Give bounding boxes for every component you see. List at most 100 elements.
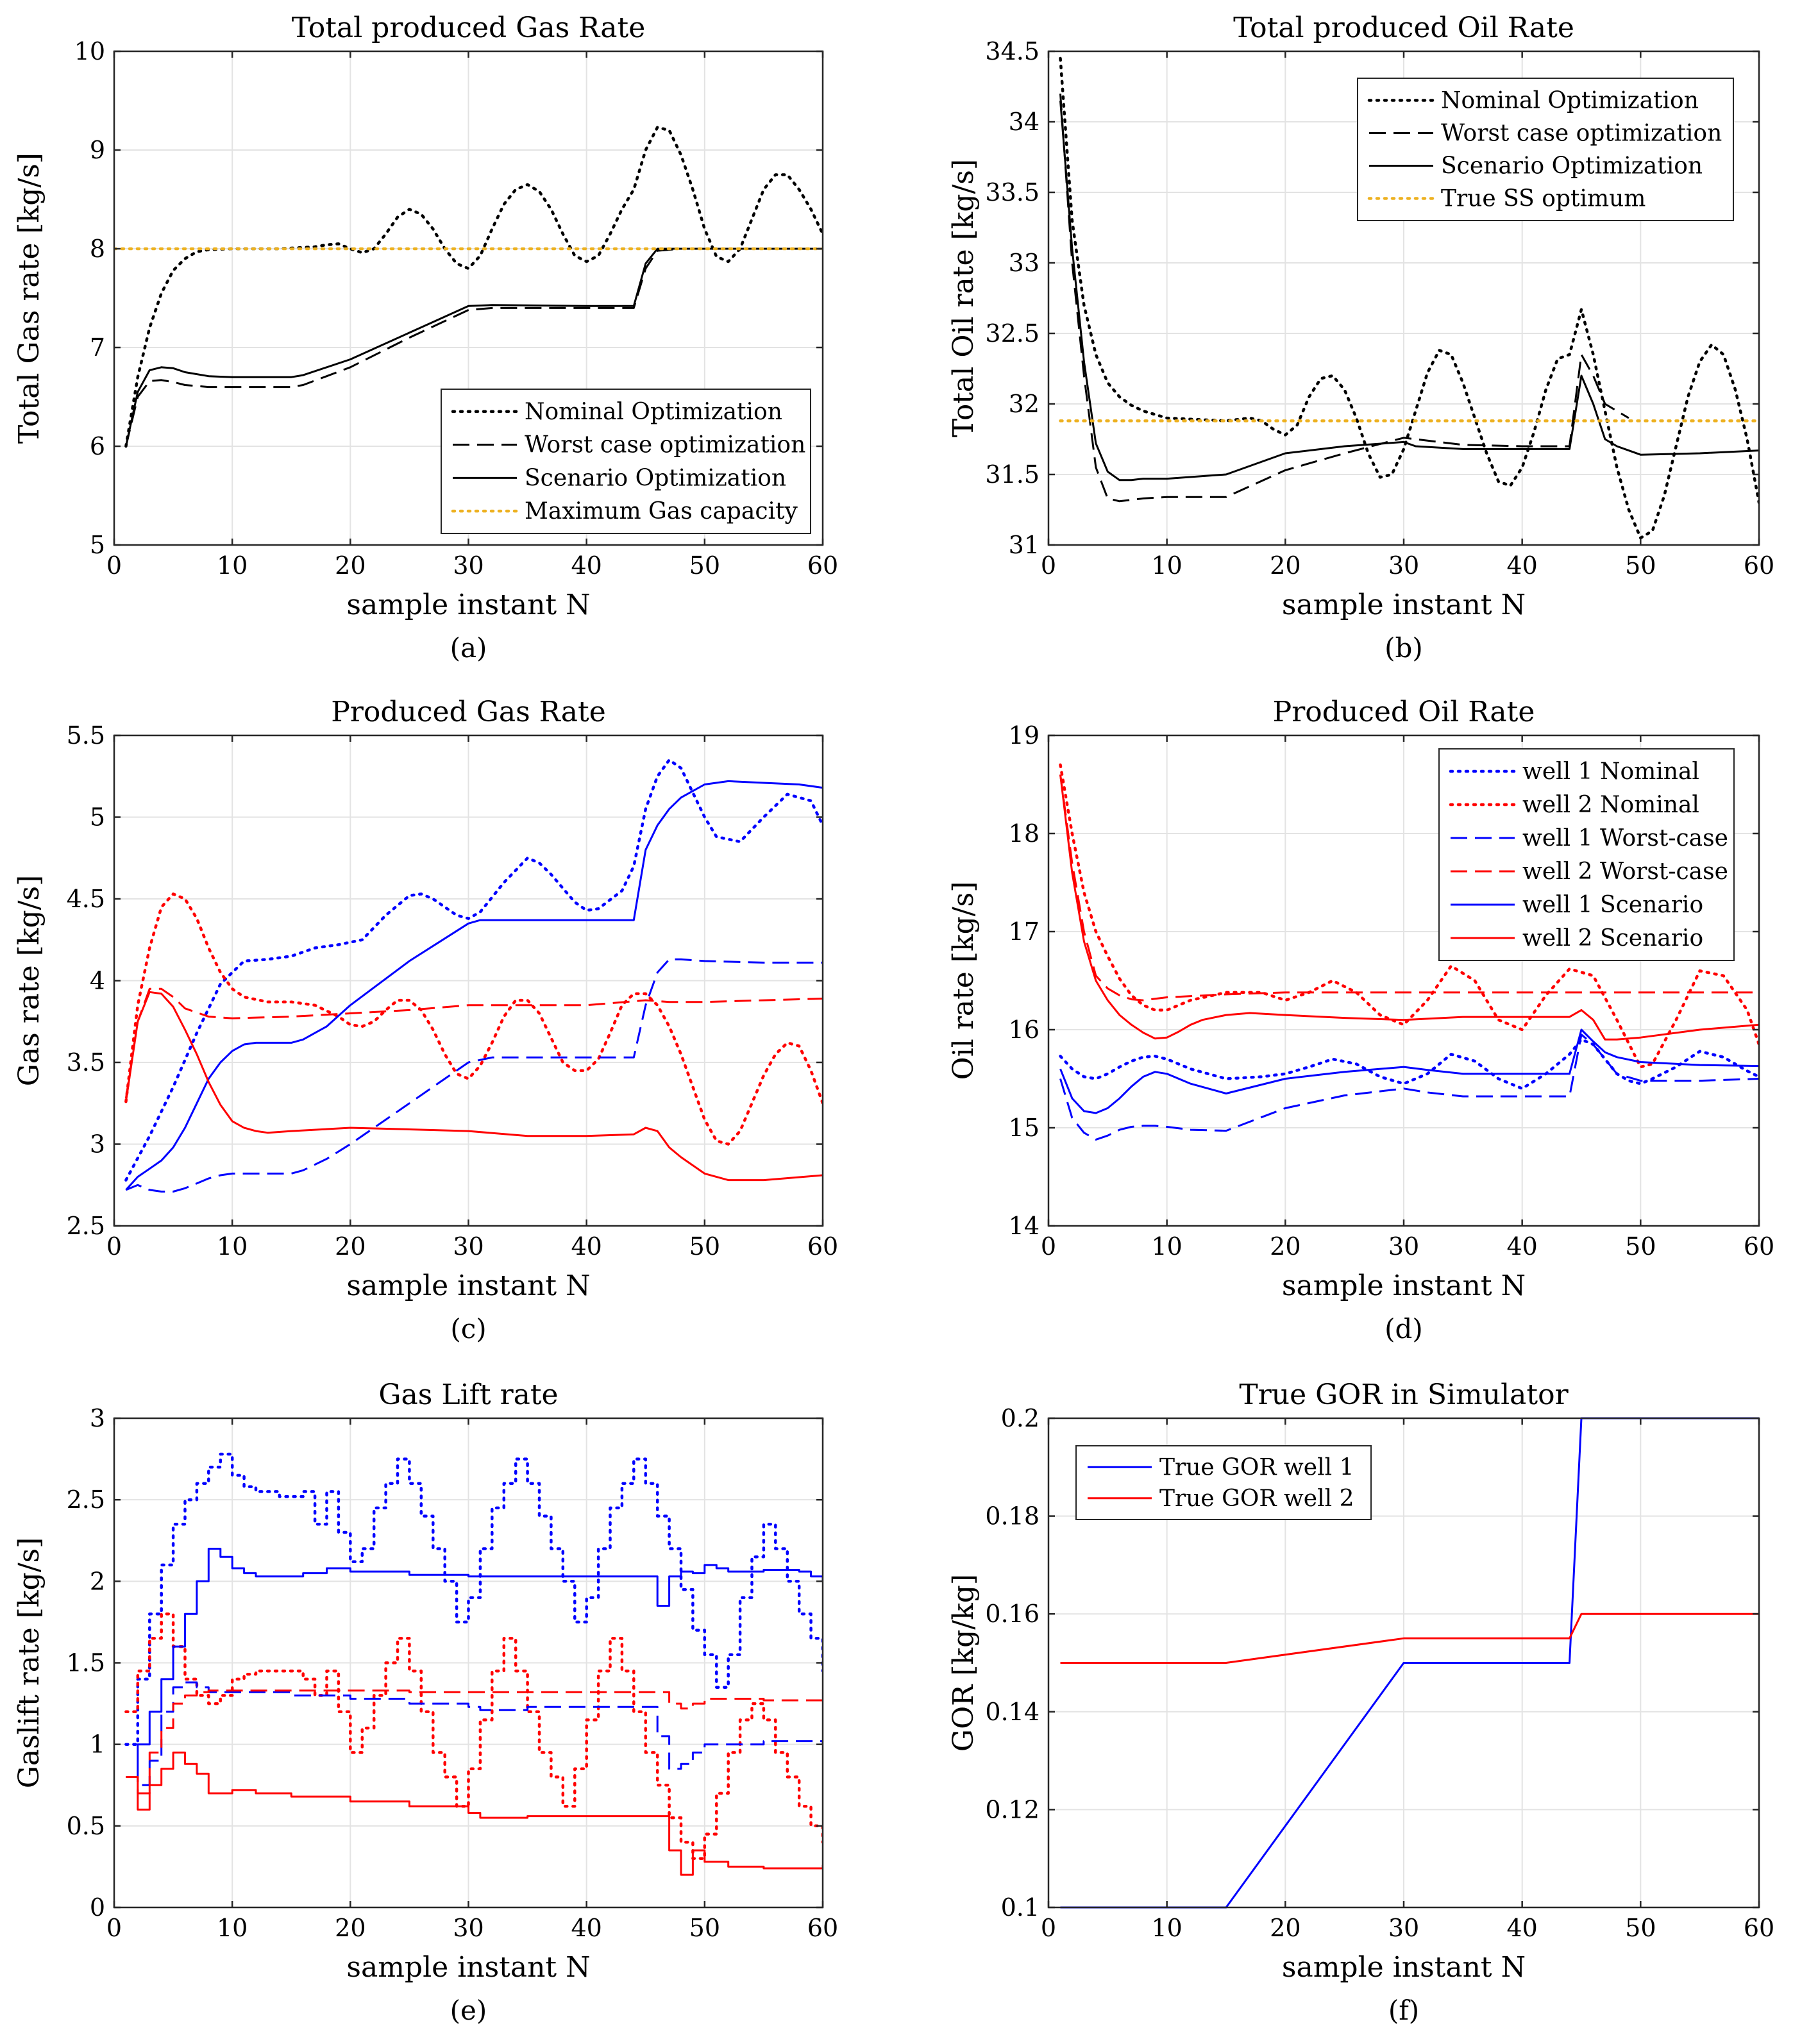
x-tick-label: 60 xyxy=(807,1914,838,1942)
series-group xyxy=(1059,763,1759,1141)
y-tick-label: 0.12 xyxy=(985,1795,1040,1823)
chart-title: True GOR in Simulator xyxy=(1239,1378,1569,1411)
y-tick-label: 33.5 xyxy=(985,178,1040,206)
y-axis-label: Gaslift rate [kg/s] xyxy=(13,1537,46,1789)
subfigure-caption: (a) xyxy=(450,632,487,664)
x-tick-label: 0 xyxy=(1041,551,1056,580)
x-tick-label: 10 xyxy=(217,1232,248,1261)
y-tick-label: 0.5 xyxy=(67,1812,105,1840)
y-tick-label: 5 xyxy=(90,531,105,559)
x-tick-label: 10 xyxy=(1151,551,1182,580)
x-tick-label: 30 xyxy=(453,1914,484,1942)
y-tick-label: 14 xyxy=(1009,1212,1040,1240)
y-tick-label: 0 xyxy=(90,1893,105,1922)
legend-label: well 1 Worst-case xyxy=(1522,825,1728,851)
x-tick-label: 10 xyxy=(217,1914,248,1942)
chart-e: 0 10 20 30 40 50 60 0 0.5 1 1.5 2 2.5 3 Gas Lift rate s… xyxy=(13,1378,838,2026)
x-tick-label: 10 xyxy=(1151,1914,1182,1942)
y-tick-label: 33 xyxy=(1009,249,1040,277)
legend: Nominal Optimization Worst case optimizat… xyxy=(1357,78,1734,221)
y-tick-label: 19 xyxy=(1009,721,1040,750)
chart-c: 0 10 20 30 40 50 60 2.5 3 3.5 4 4.5 5 5.5 Produced Gas… xyxy=(13,696,838,1345)
x-tick-label: 50 xyxy=(689,1914,720,1942)
legend-label: well 2 Worst-case xyxy=(1522,859,1728,885)
y-tick-label: 0.2 xyxy=(1001,1404,1040,1432)
series-line xyxy=(1059,100,1759,482)
legend-label: True GOR well 2 xyxy=(1159,1486,1354,1512)
x-tick-label: 10 xyxy=(217,551,248,580)
x-tick-label: 40 xyxy=(1506,1914,1537,1942)
series-line xyxy=(125,958,823,1193)
subfigure-caption: (e) xyxy=(450,1995,487,2026)
y-axis-label: Gas rate [kg/s] xyxy=(13,875,46,1086)
x-axis-label: sample instant N xyxy=(346,1269,590,1302)
x-tick-label: 0 xyxy=(106,1914,122,1942)
y-tick-label: 10 xyxy=(74,37,105,65)
x-tick-label: 60 xyxy=(807,1232,838,1261)
legend-label: Scenario Optimization xyxy=(1441,153,1703,180)
x-axis-label: sample instant N xyxy=(346,1951,590,1984)
series-line xyxy=(1059,1034,1759,1141)
series-line xyxy=(1059,93,1629,503)
x-tick-label: 20 xyxy=(335,551,366,580)
y-tick-label: 1 xyxy=(90,1730,105,1759)
x-tick-label: 60 xyxy=(1744,1232,1774,1261)
series-line xyxy=(124,991,823,1182)
x-tick-label: 0 xyxy=(106,1232,122,1261)
legend-label: well 1 Nominal xyxy=(1522,758,1699,785)
subfigure-caption: (f) xyxy=(1388,1995,1419,2026)
y-tick-label: 2 xyxy=(90,1567,105,1595)
y-tick-label: 17 xyxy=(1009,917,1040,946)
y-tick-label: 4.5 xyxy=(67,885,105,913)
y-tick-label: 15 xyxy=(1009,1114,1040,1142)
x-tick-label: 30 xyxy=(453,551,484,580)
series-group xyxy=(114,126,823,448)
legend-label: True SS optimum xyxy=(1441,186,1646,212)
x-tick-label: 30 xyxy=(453,1232,484,1261)
y-tick-label: 2.5 xyxy=(67,1212,105,1240)
legend-label: Worst case optimization xyxy=(525,432,805,458)
x-tick-label: 30 xyxy=(1388,551,1419,580)
x-tick-label: 40 xyxy=(1506,1232,1537,1261)
y-tick-label: 8 xyxy=(90,235,105,263)
series-line xyxy=(124,758,823,1182)
series-line xyxy=(1059,763,1759,1069)
subfigure-caption: (d) xyxy=(1385,1313,1423,1345)
legend-label: Scenario Optimization xyxy=(525,465,786,491)
x-tick-label: 0 xyxy=(1041,1232,1056,1261)
legend-label: Worst case optimization xyxy=(1441,121,1722,147)
y-axis-label: Total Gas rate [kg/s] xyxy=(13,153,46,444)
legend-label: Nominal Optimization xyxy=(1441,88,1699,114)
legend-box xyxy=(441,389,811,534)
y-tick-label: 4 xyxy=(90,967,105,995)
legend: True GOR well 1 True GOR well 2 xyxy=(1075,1445,1372,1520)
legend: Nominal Optimization Worst case optimizat… xyxy=(441,389,811,534)
series-line xyxy=(1059,775,1759,1041)
x-tick-label: 40 xyxy=(1506,551,1537,580)
series-line xyxy=(1059,1038,1759,1091)
y-tick-label: 32.5 xyxy=(985,319,1040,348)
x-axis-label: sample instant N xyxy=(1282,589,1526,621)
chart-a: 0 10 20 30 40 50 60 5 6 7 8 9 10 Total produced Gas R… xyxy=(13,12,838,664)
series-line xyxy=(126,1689,823,1795)
y-tick-label: 6 xyxy=(90,432,105,460)
legend-box xyxy=(1075,1445,1372,1520)
series-group xyxy=(124,758,823,1193)
x-axis-label: sample instant N xyxy=(346,589,590,621)
chart-title: Produced Oil Rate xyxy=(1273,696,1535,728)
series-line xyxy=(124,1612,823,1860)
legend-label: well 2 Scenario xyxy=(1522,925,1703,951)
series-line xyxy=(126,1751,823,1876)
chart-title: Total produced Oil Rate xyxy=(1233,12,1574,44)
y-tick-label: 5.5 xyxy=(67,721,105,750)
y-tick-label: 16 xyxy=(1009,1016,1040,1044)
legend-label: well 1 Scenario xyxy=(1522,892,1703,918)
x-tick-label: 20 xyxy=(335,1232,366,1261)
y-tick-label: 7 xyxy=(90,333,105,362)
subfigure-caption: (c) xyxy=(450,1313,486,1345)
series-line xyxy=(124,1452,823,1746)
series-line xyxy=(124,987,823,1099)
legend-box xyxy=(1438,748,1735,961)
x-tick-label: 50 xyxy=(689,1232,720,1261)
series-group xyxy=(124,1452,823,1876)
